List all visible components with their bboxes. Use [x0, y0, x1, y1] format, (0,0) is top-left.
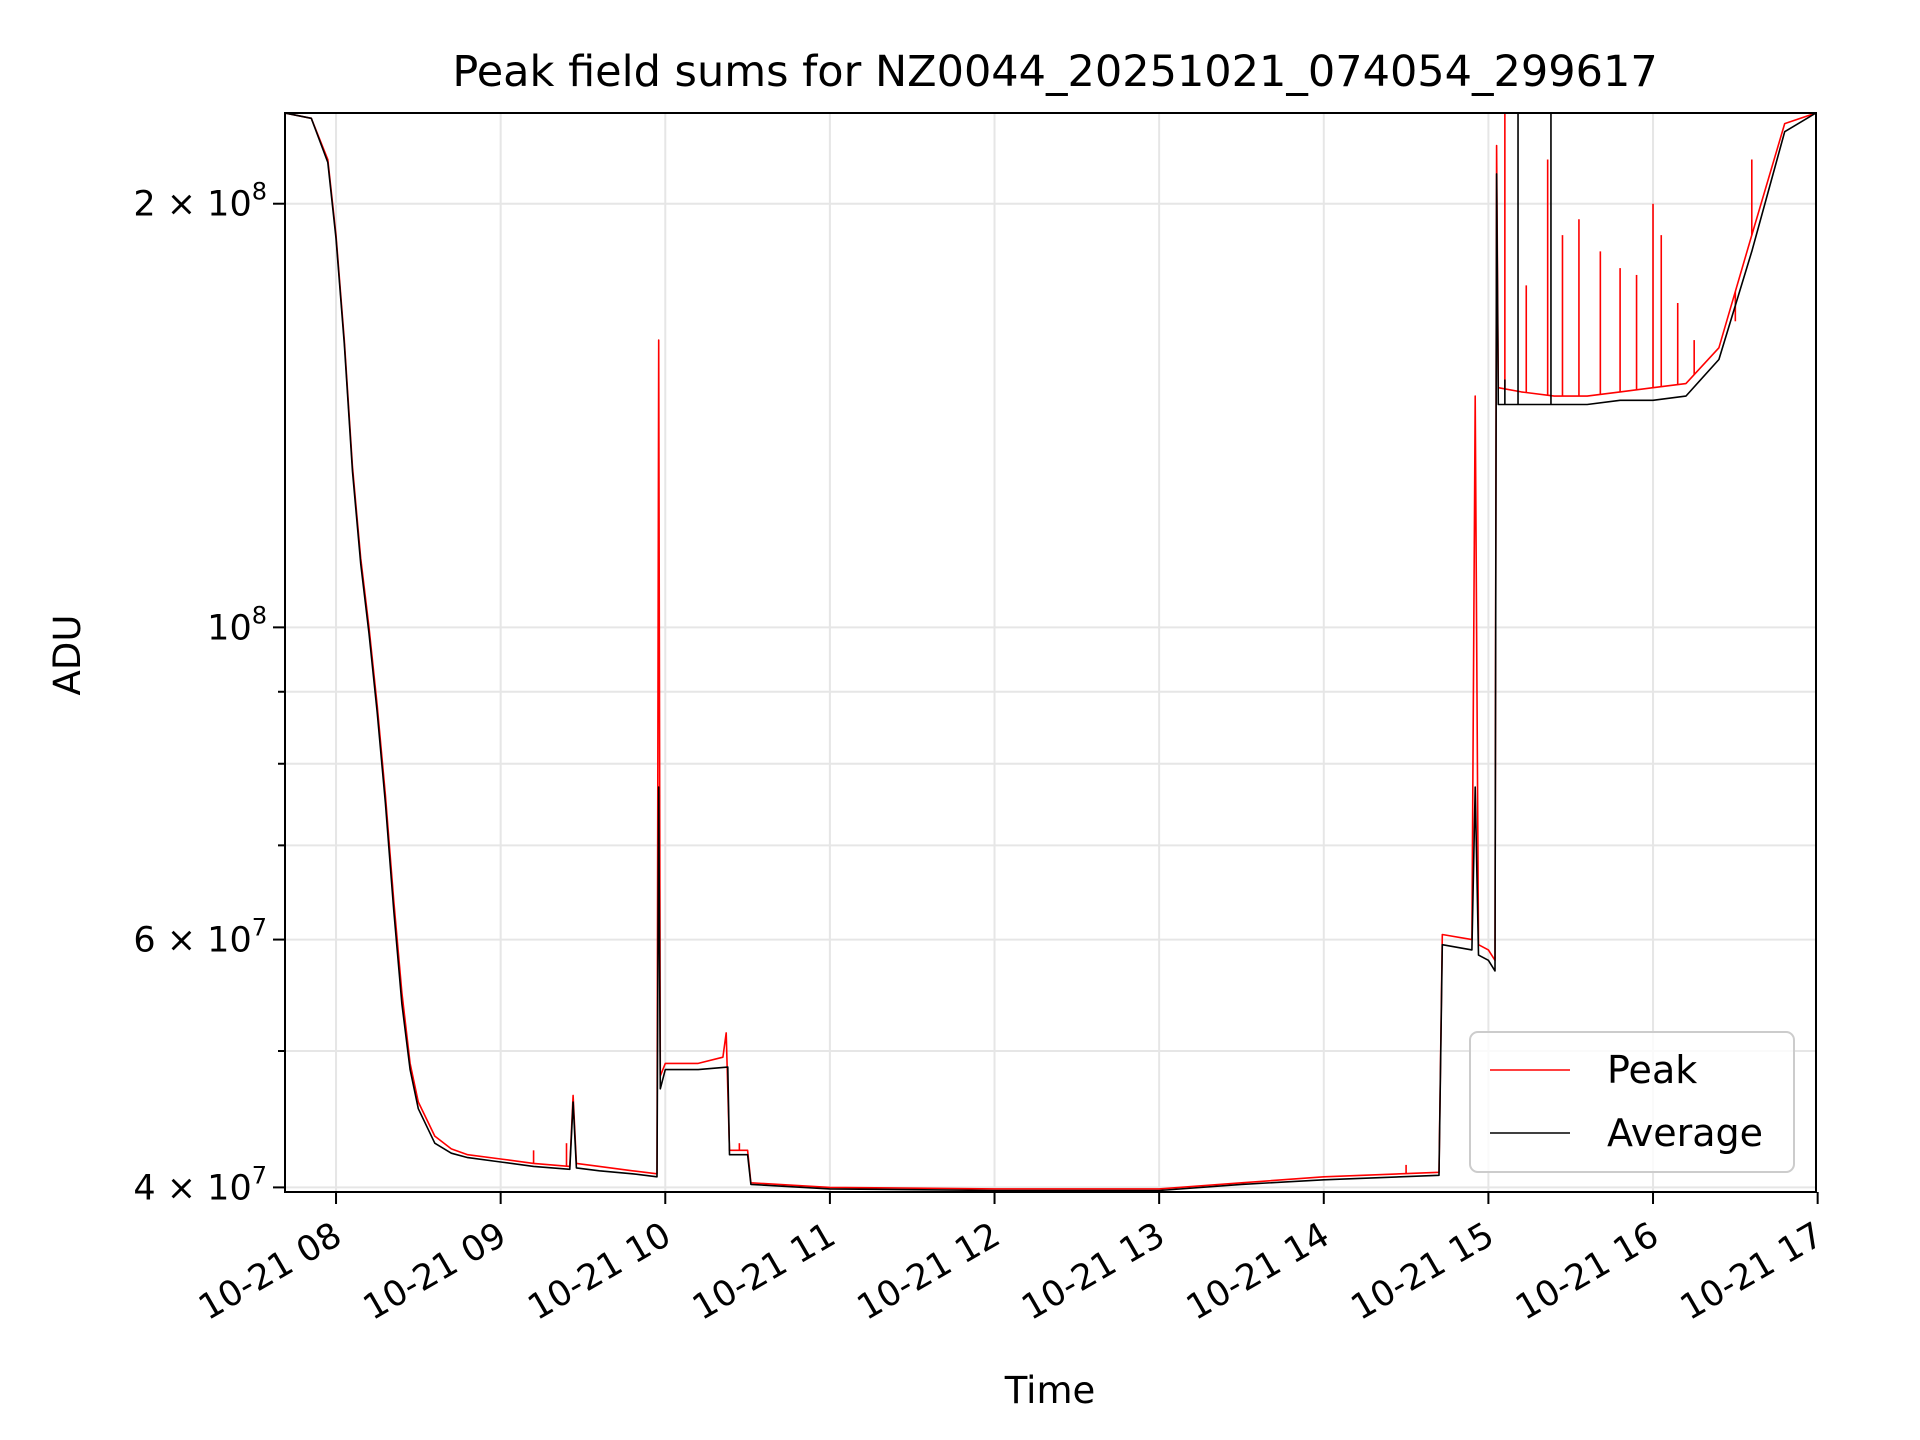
- plot-area: [285, 113, 1816, 1192]
- x-axis-label: Time: [1004, 1369, 1096, 1412]
- plot-frame: [284, 112, 1817, 1193]
- y-tick-label: 6 × 107: [133, 914, 267, 961]
- series-layer: [285, 113, 1816, 1192]
- y-tick-label-exponent: 7: [252, 914, 267, 942]
- series-line-average: [285, 113, 1816, 1192]
- y-tick-label-base: 6 × 10: [133, 921, 251, 961]
- y-tick-label-exponent: 8: [252, 601, 267, 629]
- chart-title: Peak field sums for NZ0044_20251021_0740…: [452, 47, 1657, 97]
- legend: Peak Average: [1469, 1031, 1795, 1173]
- y-axis-label: ADU: [46, 615, 89, 696]
- y-tick-label: 4 × 107: [133, 1161, 267, 1208]
- legend-label-average: Average: [1607, 1111, 1763, 1155]
- y-tick-label-base: 2 × 10: [133, 185, 251, 225]
- series-average: [285, 113, 1816, 1192]
- y-tick-label-exponent: 7: [252, 1161, 267, 1189]
- legend-label-peak: Peak: [1607, 1048, 1697, 1092]
- y-tick-label: 2 × 108: [133, 178, 267, 225]
- y-tick-label-exponent: 8: [252, 178, 267, 206]
- y-tick-label-base: 4 × 10: [133, 1168, 251, 1208]
- y-tick-label-base: 10: [207, 608, 252, 648]
- legend-box: [1469, 1031, 1795, 1173]
- y-tick-label: 108: [207, 601, 267, 648]
